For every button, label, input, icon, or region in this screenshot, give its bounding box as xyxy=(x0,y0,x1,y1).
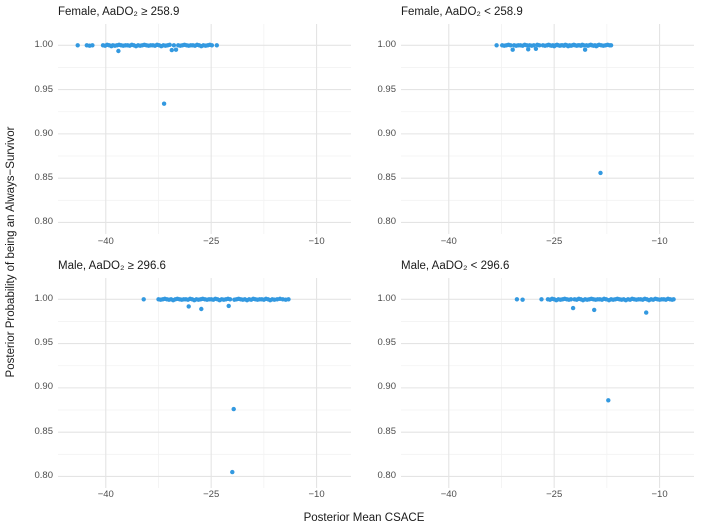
y-tick-label: 0.90 xyxy=(377,381,397,393)
facet-strip-title: Male, AaDO₂ < 296.6 xyxy=(401,259,510,272)
y-tick-label: 0.80 xyxy=(34,216,54,228)
scatter-panel xyxy=(401,277,694,488)
x-tick-label: −40 xyxy=(440,235,457,247)
y-tick-label: 0.85 xyxy=(34,172,54,184)
y-tick-label: 0.85 xyxy=(377,425,397,437)
x-axis-title: Posterior Mean CSACE xyxy=(303,512,425,524)
scatter-panel xyxy=(401,24,694,234)
x-tick-label: −25 xyxy=(203,489,220,500)
x-tick-label: −10 xyxy=(308,235,325,247)
y-tick-label: 1.00 xyxy=(34,292,54,304)
facet-male-high-aado2: Male, AaDO₂ ≥ 296.6 1.00 0.95 0.90 0.85 0.80… xyxy=(22,259,351,505)
x-tick-labels: −40 −25 −10 xyxy=(58,487,351,504)
facet-female-high-aado2: Female, AaDO₂ ≥ 258.9 1.00 0.95 0.90 0.85 0.… xyxy=(22,5,351,251)
y-tick-label: 0.95 xyxy=(377,83,397,95)
facet-male-low-aado2: Male, AaDO₂ < 296.6 1.00 0.95 0.90 0.85 0.80… xyxy=(365,259,694,505)
facet-grid: Female, AaDO₂ ≥ 258.9 1.00 0.95 0.90 0.85 0.… xyxy=(22,0,706,504)
y-tick-label: 0.90 xyxy=(34,381,54,393)
y-tick-labels: 1.00 0.95 0.90 0.85 0.80 xyxy=(365,24,401,234)
x-tick-label: −40 xyxy=(440,489,457,500)
x-tick-labels: −40 −25 −10 xyxy=(401,234,694,251)
facet-strip-title: Male, AaDO₂ ≥ 296.6 xyxy=(58,259,166,272)
y-tick-label: 0.90 xyxy=(34,127,54,139)
y-tick-label: 0.85 xyxy=(34,425,54,437)
x-tick-label: −25 xyxy=(546,235,563,247)
y-tick-label: 1.00 xyxy=(377,39,397,51)
y-tick-labels: 1.00 0.95 0.90 0.85 0.80 xyxy=(22,24,58,234)
facet-strip-title: Female, AaDO₂ ≥ 258.9 xyxy=(58,6,180,18)
x-tick-labels: −40 −25 −10 xyxy=(58,234,351,251)
y-tick-label: 0.80 xyxy=(34,469,54,481)
x-tick-label: −10 xyxy=(308,489,325,500)
x-tick-label: −25 xyxy=(546,489,563,500)
scatter-panel xyxy=(58,24,351,234)
y-tick-label: 0.80 xyxy=(377,469,397,481)
y-tick-label: 0.95 xyxy=(377,337,397,349)
scatter-panel xyxy=(58,277,351,488)
y-tick-label: 0.85 xyxy=(377,172,397,184)
x-tick-label: −10 xyxy=(651,235,668,247)
y-axis-title-text: Posterior Probability of being an Always… xyxy=(5,126,17,378)
y-tick-label: 0.95 xyxy=(34,83,54,95)
y-tick-label: 1.00 xyxy=(377,292,397,304)
y-tick-labels: 1.00 0.95 0.90 0.85 0.80 xyxy=(22,278,58,488)
y-axis-title: Posterior Probability of being an Always… xyxy=(0,0,22,504)
y-tick-label: 0.95 xyxy=(34,337,54,349)
facet-strip-title: Female, AaDO₂ < 258.9 xyxy=(401,6,523,18)
x-tick-label: −40 xyxy=(97,235,114,247)
x-tick-labels: −40 −25 −10 xyxy=(401,487,694,504)
x-tick-label: −40 xyxy=(97,489,114,500)
figure-body: Posterior Probability of being an Always… xyxy=(0,0,706,504)
y-tick-labels: 1.00 0.95 0.90 0.85 0.80 xyxy=(365,278,401,488)
x-tick-label: −10 xyxy=(651,489,668,500)
y-tick-label: 0.90 xyxy=(377,127,397,139)
x-tick-label: −25 xyxy=(203,235,220,247)
facet-female-low-aado2: Female, AaDO₂ < 258.9 1.00 0.95 0.90 0.85 0.… xyxy=(365,5,694,251)
y-tick-label: 1.00 xyxy=(34,39,54,51)
y-tick-label: 0.80 xyxy=(377,216,397,228)
